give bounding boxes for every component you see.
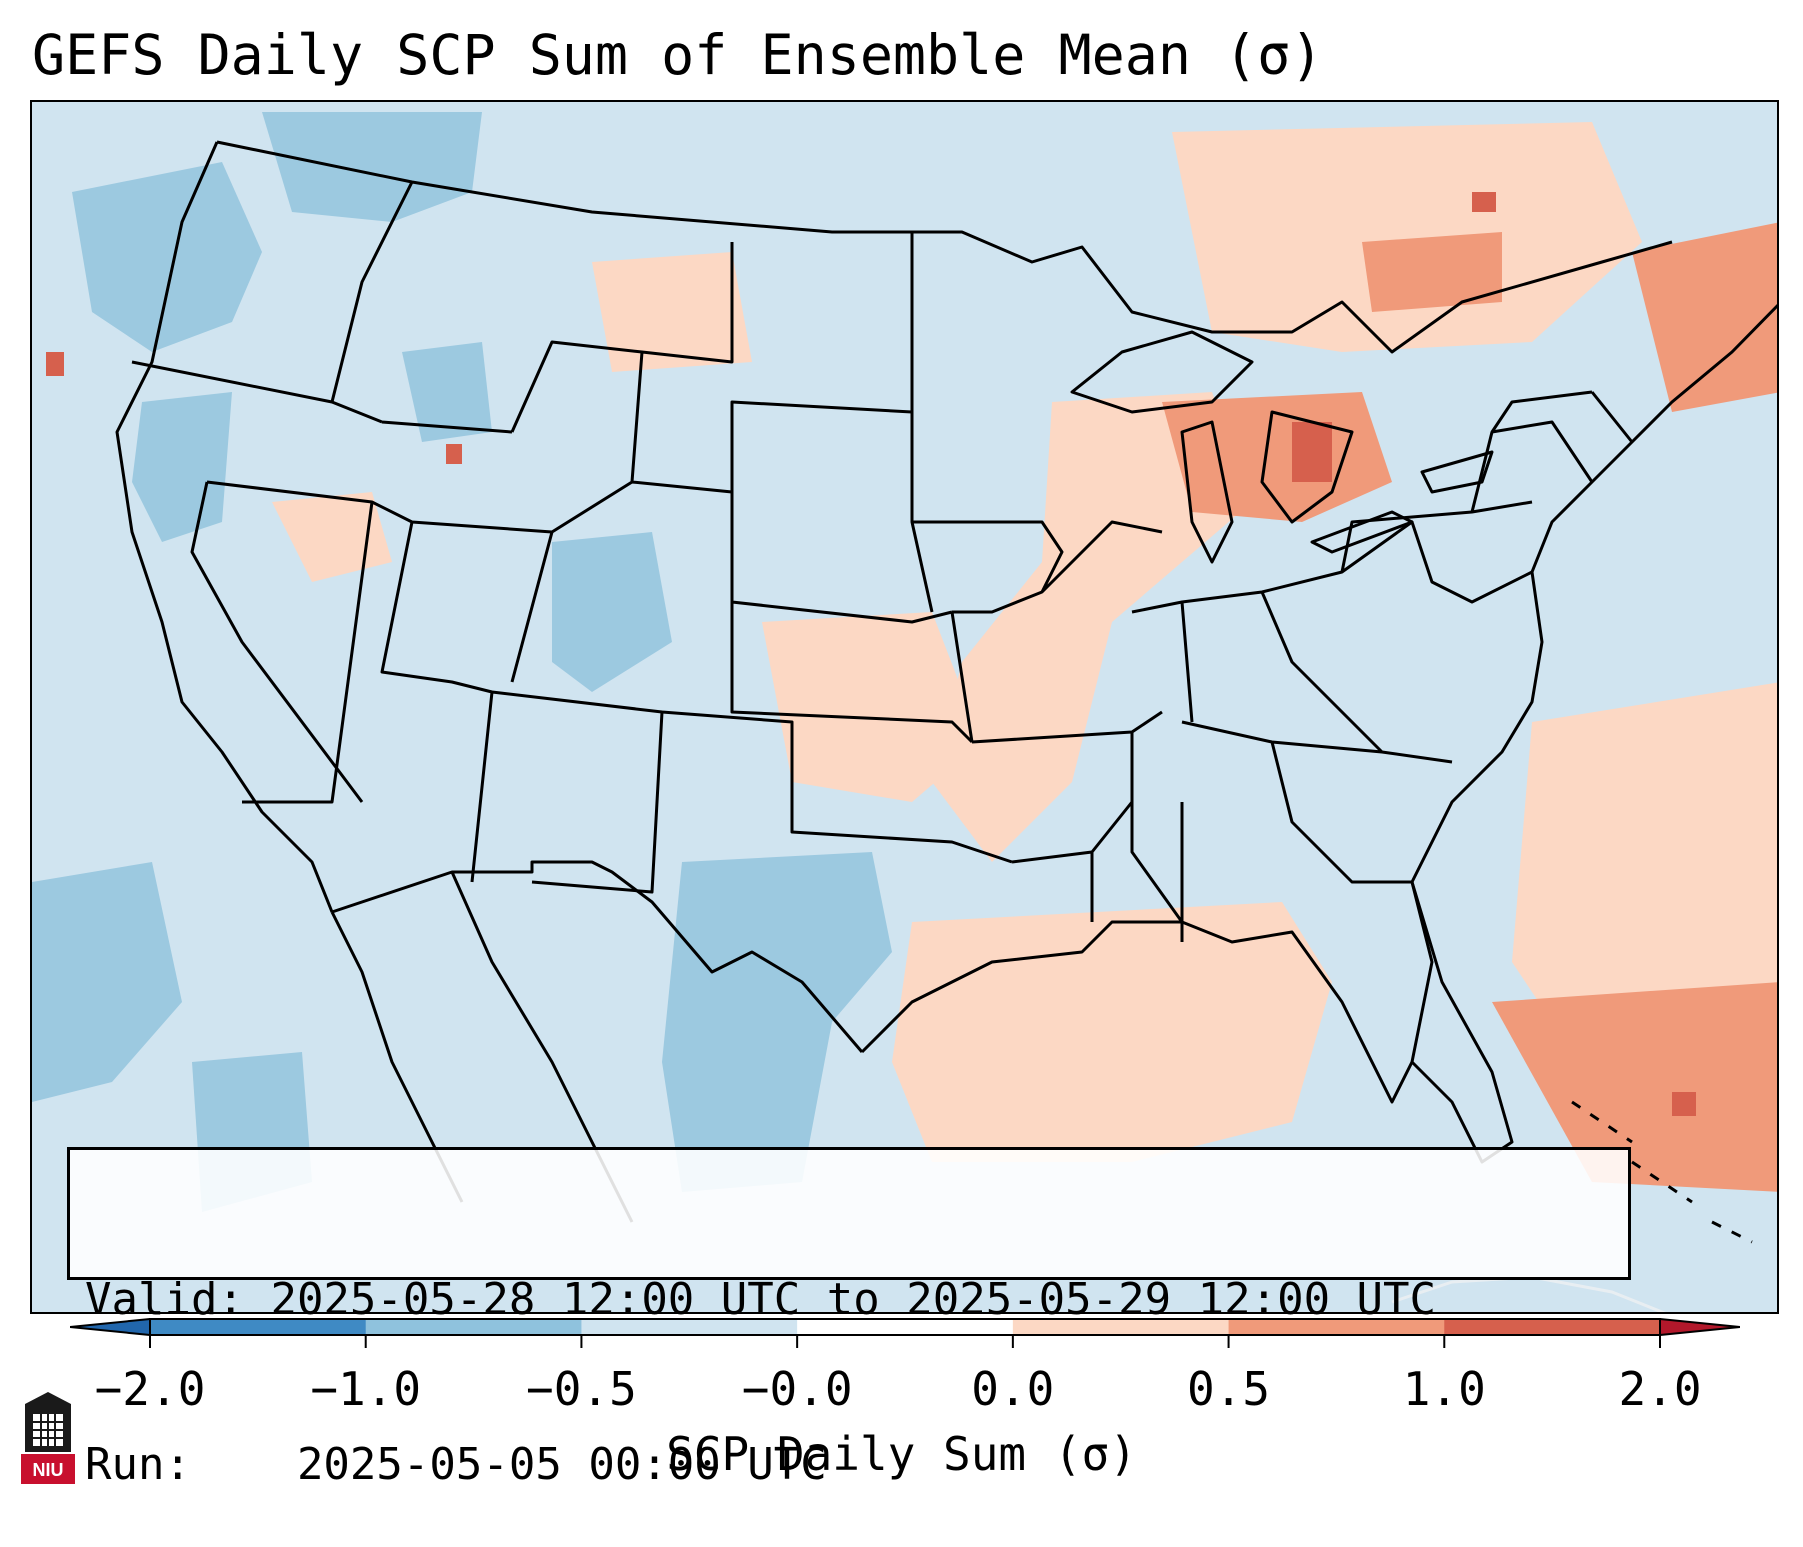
colorbar-tick-label: 0.5 bbox=[1187, 1362, 1271, 1416]
colorbar-bin bbox=[1228, 1319, 1445, 1335]
state-lines-west bbox=[131, 181, 1013, 894]
colorbar-bins bbox=[150, 1319, 1661, 1335]
anomaly-blue-ca bbox=[132, 392, 232, 542]
colorbar-over-extension bbox=[1659, 1318, 1740, 1337]
anomaly-mid-red-canada bbox=[1362, 232, 1502, 312]
border-us-canada bbox=[216, 140, 1673, 354]
anomaly-red-plains bbox=[762, 612, 982, 802]
chart-title: GEFS Daily SCP Sum of Ensemble Mean (σ) bbox=[32, 23, 1324, 87]
anomaly-blue-id bbox=[402, 342, 492, 442]
anomaly-red-ut bbox=[272, 492, 392, 582]
map-panel bbox=[30, 100, 1779, 1314]
colorbar-tick-label: 0.0 bbox=[971, 1362, 1055, 1416]
colorbar-tick-label: 1.0 bbox=[1402, 1362, 1486, 1416]
colorbar-bin bbox=[581, 1319, 798, 1335]
colorbar-label: SCP Daily Sum (σ) bbox=[666, 1427, 1137, 1481]
valid-label: Valid: bbox=[85, 1274, 244, 1325]
anomaly-dark-red-ut bbox=[446, 444, 462, 464]
lake-ontario bbox=[1420, 450, 1494, 494]
anomaly-blue-co bbox=[552, 532, 672, 692]
colorbar-tick-label: −1.0 bbox=[310, 1362, 422, 1416]
lake-erie bbox=[1310, 510, 1414, 554]
anomaly-red-midwest bbox=[932, 392, 1252, 862]
border-us-mexico bbox=[331, 860, 864, 1053]
anomaly-blue-pacific-sw bbox=[32, 862, 182, 1102]
anomaly-mid-red-mi bbox=[1162, 392, 1392, 522]
anomaly-dark-red-mi bbox=[1292, 422, 1332, 482]
anomaly-mid-red-caribbean bbox=[1492, 982, 1777, 1192]
florida-peninsula bbox=[1410, 881, 1514, 1164]
anomaly-dark-red-caribbean bbox=[1672, 1092, 1696, 1116]
coast-east bbox=[1410, 303, 1777, 883]
lake-michigan bbox=[1180, 420, 1234, 564]
coast-west bbox=[115, 141, 334, 913]
anomaly-mid-red-ne bbox=[1632, 222, 1777, 412]
colorbar-bin bbox=[1012, 1319, 1230, 1335]
colorbar-tick-label: 2.0 bbox=[1618, 1362, 1702, 1416]
anomaly-dark-red-pacific bbox=[46, 352, 64, 376]
niu-logo: NIU bbox=[21, 1392, 75, 1484]
valid-value: 2025-05-28 12:00 UTC to 2025-05-29 12:00… bbox=[270, 1274, 1437, 1325]
colorbar-bin bbox=[150, 1319, 367, 1335]
colorbar-bin bbox=[365, 1319, 582, 1335]
lake-huron bbox=[1260, 410, 1354, 524]
valid-run-box: Valid: 2025-05-28 12:00 UTC to 2025-05-2… bbox=[67, 1147, 1631, 1490]
map-svg bbox=[32, 112, 1777, 1312]
colorbar-tick-label: −0.5 bbox=[526, 1362, 637, 1416]
bahamas bbox=[1571, 1100, 1753, 1244]
colorbar-tick-label: −0.0 bbox=[741, 1362, 853, 1416]
run-line: Run: 2025-05-05 00:00 UTC bbox=[85, 1437, 1613, 1492]
run-label: Run: bbox=[85, 1439, 191, 1490]
anomaly-red-nd bbox=[592, 252, 752, 372]
colorbar-tick-label: −2.0 bbox=[94, 1362, 206, 1416]
anomaly-dark-red-qc bbox=[1472, 192, 1496, 212]
lake-superior bbox=[1070, 330, 1254, 414]
colorbar-bin bbox=[1444, 1319, 1661, 1335]
anomaly-field bbox=[32, 112, 1777, 1212]
colorbar-under-extension bbox=[70, 1318, 151, 1337]
colorbar bbox=[70, 1318, 1740, 1348]
logo-text: NIU bbox=[33, 1460, 64, 1480]
anomaly-blue-wa bbox=[262, 112, 482, 222]
run-value: 2025-05-05 00:00 UTC bbox=[296, 1439, 827, 1490]
anomaly-red-canada bbox=[1172, 122, 1642, 352]
colorbar-bin bbox=[797, 1319, 1014, 1335]
colorbar-outline bbox=[149, 1318, 1661, 1336]
anomaly-blue-pacific-nw bbox=[72, 162, 262, 352]
valid-line: Valid: 2025-05-28 12:00 UTC to 2025-05-2… bbox=[85, 1272, 1613, 1327]
anomaly-red-gulf bbox=[892, 902, 1332, 1162]
state-boundaries bbox=[115, 140, 1777, 1312]
colorbar-ticks bbox=[149, 1335, 1661, 1348]
anomaly-blue-tx bbox=[662, 852, 892, 1192]
state-lines-east bbox=[1181, 390, 1634, 884]
